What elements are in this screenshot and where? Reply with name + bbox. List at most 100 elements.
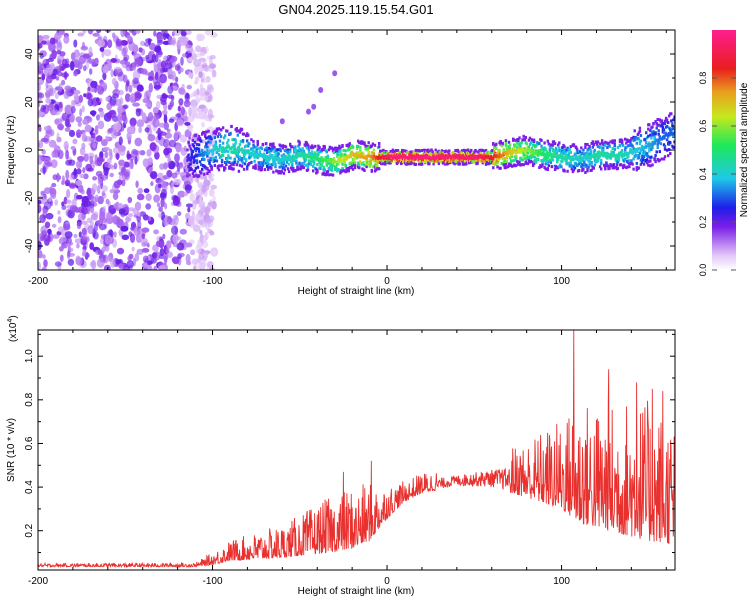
noise-speckle <box>82 167 86 174</box>
spectrogram-cell <box>425 150 428 154</box>
noise-speckle <box>97 85 102 94</box>
noise-speckle <box>179 134 188 143</box>
spectrogram-cell <box>647 163 650 167</box>
noise-speckle <box>82 236 90 243</box>
noise-speckle <box>131 246 135 252</box>
noise-speckle <box>171 70 176 81</box>
spectrogram-cell <box>192 174 195 178</box>
spectrogram-cell <box>569 151 572 155</box>
noise-speckle <box>90 213 98 221</box>
spectrogram-cell <box>437 162 441 166</box>
ridge-core-cell <box>366 156 369 160</box>
spectrogram-cell <box>386 157 389 161</box>
spectrogram-cell <box>217 153 221 157</box>
spectrogram-cell <box>460 151 464 155</box>
spectrogram-cell <box>206 147 209 151</box>
spectrogram-cell <box>646 152 649 156</box>
spectrogram-cell <box>430 148 433 152</box>
spectrogram-cell <box>378 167 381 171</box>
spectrogram-cell <box>187 141 190 145</box>
spectrogram-cell <box>659 142 662 146</box>
ridge-core-cell <box>549 152 552 156</box>
spectrogram-cell <box>339 149 342 153</box>
noise-speckle <box>86 57 90 63</box>
noise-speckle <box>128 213 134 218</box>
spectrogram-cell <box>507 140 511 144</box>
spectrogram-cell <box>255 152 258 156</box>
spectrogram-cell <box>245 144 248 148</box>
ridge-core-cell <box>483 156 485 160</box>
spectrogram-cell <box>326 154 330 158</box>
noise-speckle <box>153 265 157 270</box>
spectrogram-cell <box>348 142 351 146</box>
spectrogram-cell <box>258 163 261 167</box>
spectrogram-cell <box>370 168 373 172</box>
noise-speckle <box>113 231 117 238</box>
spectrogram-cell <box>495 142 498 146</box>
spectrogram-cell <box>632 167 635 171</box>
noise-speckle <box>40 104 46 113</box>
spectrogram-blob <box>318 87 324 93</box>
spectrogram-cell <box>616 160 620 164</box>
spectrogram-cell <box>302 149 305 153</box>
noise-speckle <box>39 214 46 224</box>
spectrogram-cell <box>192 144 195 148</box>
spectrogram-cell <box>219 135 223 139</box>
noise-speckle <box>209 267 215 270</box>
snr-xlabel: Height of straight line (km) <box>298 586 415 597</box>
noise-speckle <box>138 47 143 53</box>
spectrogram-cell <box>625 145 628 149</box>
spectrogram-cell <box>428 162 431 166</box>
noise-speckle <box>130 160 134 170</box>
noise-speckle <box>176 242 185 251</box>
snr-ytick-label: 0.4 <box>24 480 35 494</box>
spectrogram-cell <box>595 155 599 159</box>
spectrogram-cell <box>236 155 239 158</box>
noise-speckle <box>97 195 104 205</box>
spectrogram-cell <box>238 158 242 162</box>
ridge-core-cell <box>231 146 234 149</box>
spectrogram-cell <box>248 161 251 165</box>
noise-speckle <box>75 129 82 139</box>
spectrogram-cell <box>293 159 296 163</box>
spectrogram-cell <box>394 149 398 152</box>
spectrogram-cell <box>524 136 527 139</box>
spectrogram-cell <box>542 158 545 162</box>
noise-speckle <box>97 120 105 130</box>
spectrogram-cell <box>231 138 234 142</box>
spectrogram-cell <box>609 156 612 160</box>
spectrogram-cell <box>297 144 300 148</box>
ridge-core-cell <box>490 154 492 158</box>
spectrogram-cells <box>38 30 675 270</box>
spectrogram-cell <box>584 146 587 149</box>
ridge-core-cell <box>636 150 639 153</box>
noise-speckle <box>179 36 188 46</box>
spectrogram-cell <box>665 138 669 142</box>
noise-speckle <box>180 56 184 66</box>
spectrogram-cell <box>299 167 302 171</box>
spectrogram-cell <box>258 150 261 154</box>
noise-speckle <box>110 58 117 63</box>
spectrogram-cell <box>294 169 297 173</box>
noise-speckle <box>181 83 185 90</box>
spectrogram-cell <box>206 167 209 171</box>
noise-speckle <box>199 235 208 243</box>
noise-speckle <box>165 62 173 70</box>
noise-speckle <box>158 212 162 218</box>
spectrogram-cell <box>209 140 212 144</box>
spectrogram-cell <box>590 168 593 172</box>
spectrogram-cell <box>525 142 528 146</box>
spectrogram-cell <box>662 131 666 135</box>
ridge-core-cell <box>377 156 380 160</box>
spectrogram-cell <box>540 144 543 148</box>
noise-speckle <box>111 129 118 139</box>
noise-speckle <box>57 210 61 215</box>
noise-speckle <box>148 82 153 93</box>
noise-speckle <box>105 135 109 141</box>
spectrogram-cell <box>547 160 550 163</box>
spectrogram-cell <box>629 141 632 145</box>
ridge-core-cell <box>382 156 385 160</box>
noise-speckle <box>125 82 129 92</box>
spectrogram-cell <box>650 148 653 151</box>
noise-speckle <box>112 192 119 201</box>
